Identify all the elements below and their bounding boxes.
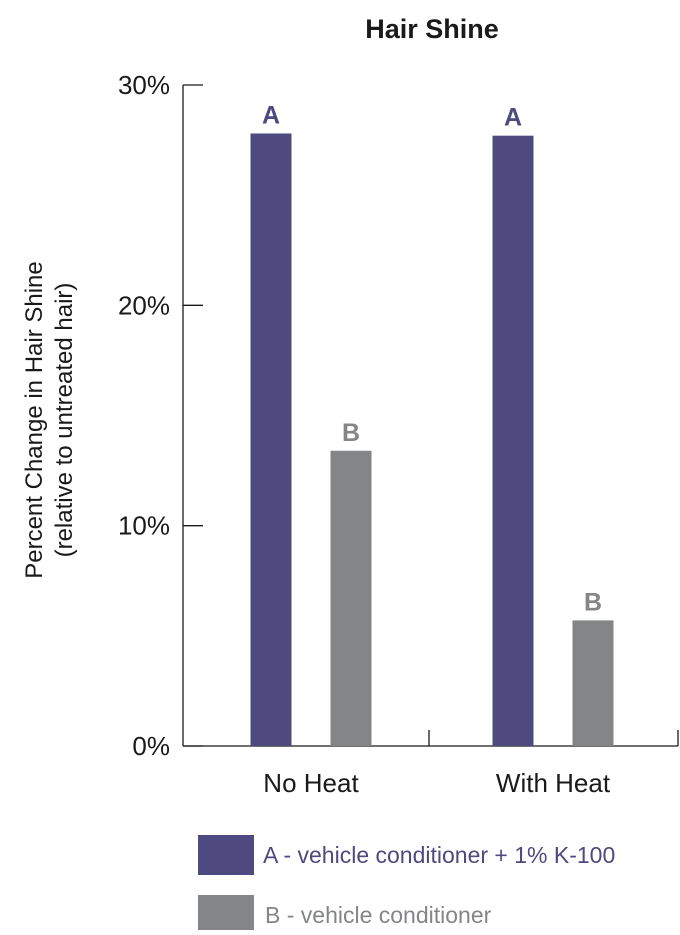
bar-label: B — [584, 588, 602, 616]
bar-label: A — [262, 101, 280, 129]
bar-label: A — [504, 104, 522, 132]
y-tick-label: 30% — [118, 70, 170, 100]
bar-label: B — [342, 419, 360, 447]
y-tick-label: 0% — [132, 731, 170, 761]
y-axis-label-line2: (relative to untreated hair) — [51, 283, 78, 558]
chart-title: Hair Shine — [365, 14, 499, 44]
y-tick-label: 20% — [118, 290, 170, 320]
legend-label: A - vehicle conditioner + 1% K-100 — [263, 842, 615, 868]
x-tick-label: With Heat — [496, 768, 611, 798]
x-tick-label: No Heat — [263, 768, 359, 798]
legend-label: B - vehicle conditioner — [265, 902, 492, 928]
legend-swatch — [198, 895, 254, 935]
legend: A - vehicle conditioner + 1% K-100 B - ve… — [198, 835, 615, 935]
axes: 0% 10% 20% 30% No Heat With Heat — [118, 70, 679, 798]
y-axis-label-line1: Percent Change in Hair Shine — [21, 261, 48, 579]
bar — [250, 133, 292, 746]
bar — [492, 135, 534, 747]
y-tick-label: 10% — [118, 511, 170, 541]
bar — [572, 620, 614, 746]
legend-swatch — [198, 835, 254, 875]
bars: A A B B — [250, 101, 614, 747]
bar — [330, 450, 372, 746]
